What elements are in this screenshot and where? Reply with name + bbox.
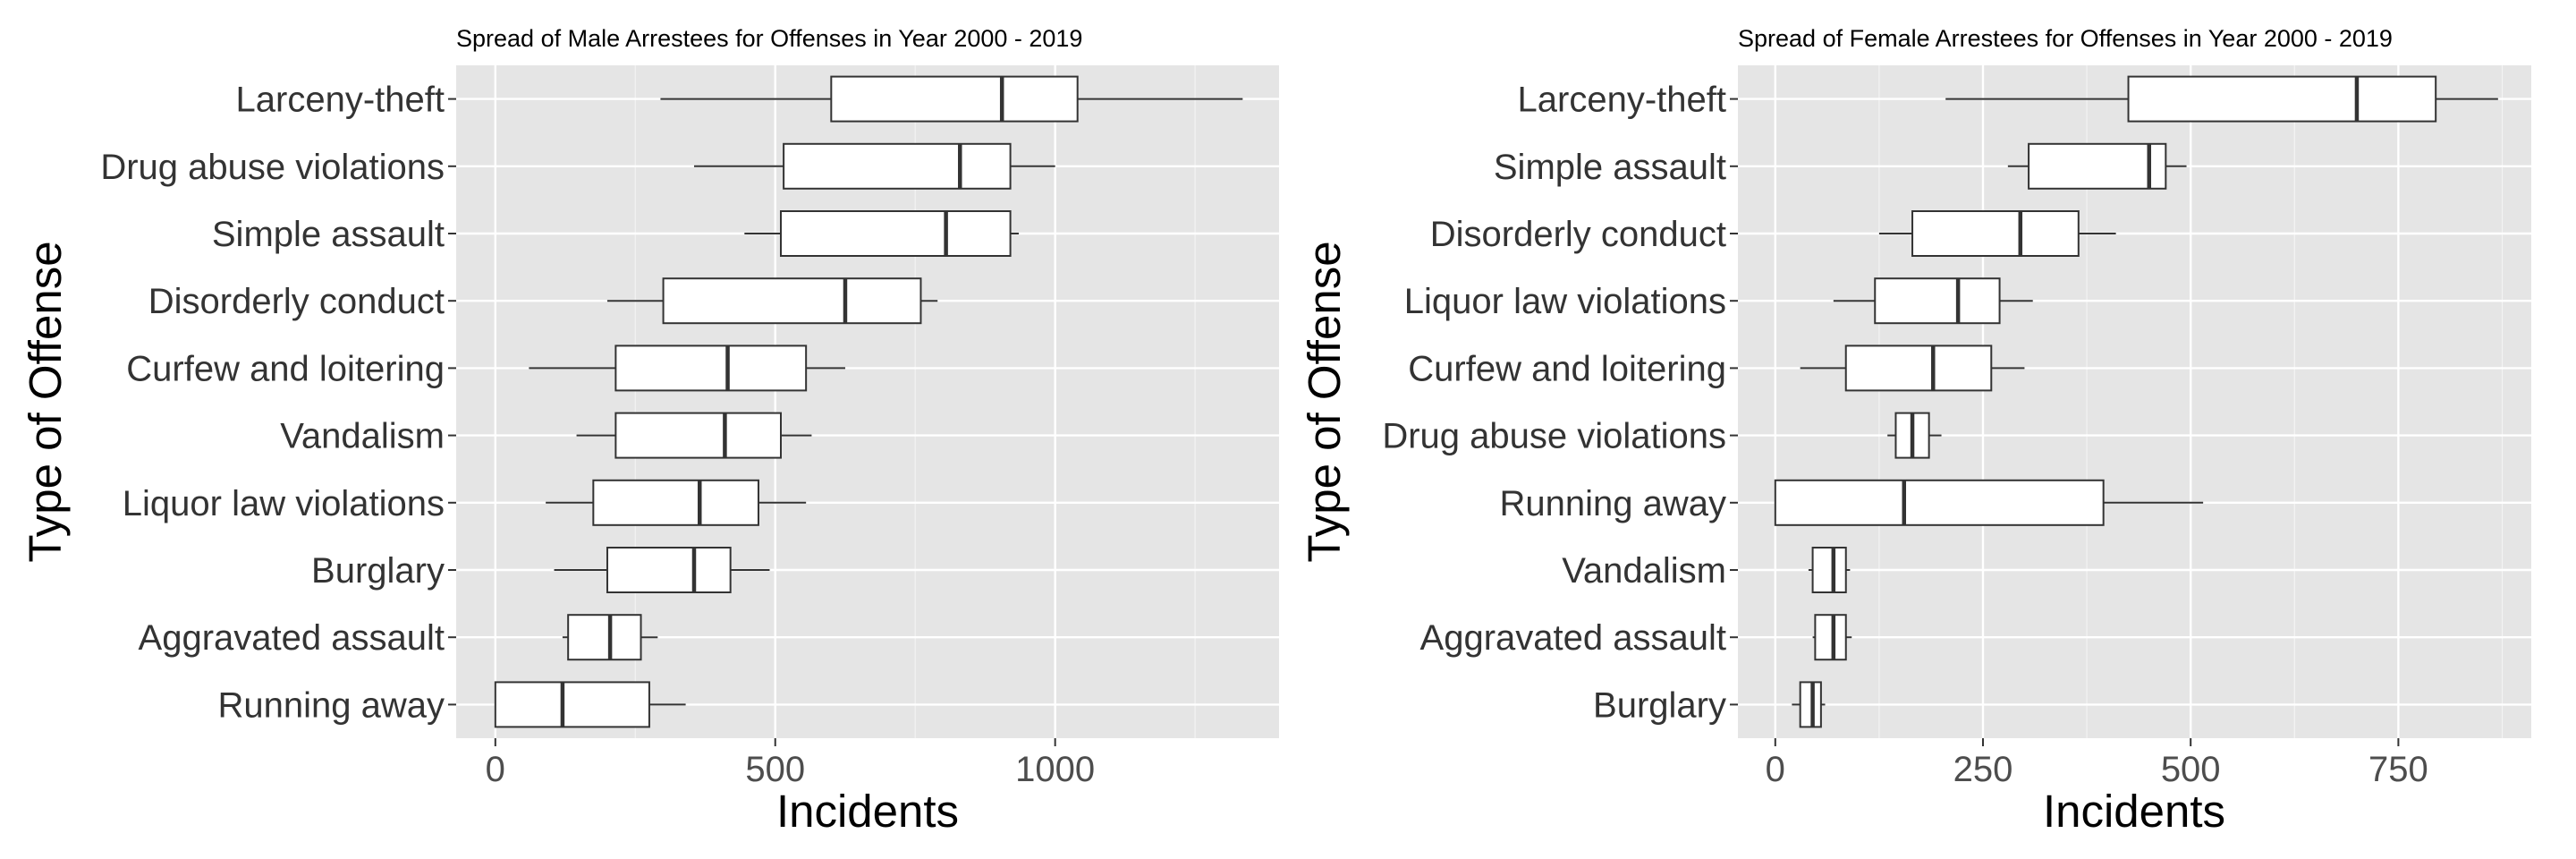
category-label: Disorderly conduct bbox=[1430, 215, 1726, 254]
box-plot bbox=[1792, 681, 1826, 728]
box-plot bbox=[693, 142, 1055, 190]
x-axis-title: Incidents bbox=[2043, 786, 2225, 837]
x-tick-label: 500 bbox=[2161, 750, 2221, 789]
box-plot bbox=[1808, 547, 1851, 593]
x-axis-ticks: 0 250 500 750 bbox=[1766, 738, 2428, 789]
box-iqr bbox=[1844, 344, 1993, 392]
box-plot bbox=[744, 210, 1019, 257]
box-iqr bbox=[1911, 210, 2080, 257]
box-plot bbox=[1800, 344, 2025, 392]
category-labels: Larceny-theft Drug abuse violations Simple… bbox=[100, 81, 456, 725]
x-axis-ticks: 0 500 1000 bbox=[486, 738, 1095, 789]
box-iqr bbox=[567, 614, 642, 661]
box-plot bbox=[1812, 614, 1852, 661]
box-plot bbox=[494, 681, 686, 728]
box-plot bbox=[660, 75, 1243, 123]
box-iqr bbox=[1814, 614, 1847, 661]
box-plot bbox=[1878, 210, 2116, 257]
category-label: Vandalism bbox=[280, 417, 445, 456]
category-label: Vandalism bbox=[1562, 551, 1726, 591]
box-plots bbox=[1774, 75, 2498, 728]
female-arrestees-chart: Larceny-theft Simple assault Disorderly co… bbox=[1299, 25, 2531, 837]
box-iqr bbox=[779, 210, 1012, 257]
category-label: Aggravated assault bbox=[1420, 618, 1726, 658]
box-iqr bbox=[1774, 479, 2105, 526]
x-tick-label: 250 bbox=[1953, 750, 2013, 789]
category-label: Simple assault bbox=[212, 215, 445, 254]
box-iqr bbox=[1799, 681, 1822, 728]
category-label: Drug abuse violations bbox=[100, 148, 445, 187]
box-iqr bbox=[2127, 75, 2437, 123]
x-axis-title: Incidents bbox=[776, 786, 959, 837]
category-label: Running away bbox=[218, 685, 445, 725]
box-iqr bbox=[783, 142, 1012, 190]
box-iqr bbox=[614, 412, 782, 459]
box-iqr bbox=[494, 681, 650, 728]
box-iqr bbox=[2028, 142, 2167, 190]
category-label: Burglary bbox=[311, 551, 445, 591]
category-label: Drug abuse violations bbox=[1382, 417, 1726, 456]
box-iqr bbox=[830, 75, 1079, 123]
box-iqr bbox=[1811, 547, 1847, 593]
category-label: Curfew and loitering bbox=[1408, 349, 1726, 388]
box-plot bbox=[554, 547, 770, 593]
male-arrestees-chart: Larceny-theft Drug abuse violations Simple… bbox=[20, 25, 1279, 837]
box-iqr bbox=[606, 547, 732, 593]
x-tick-label: 0 bbox=[486, 750, 505, 789]
x-tick-label: 750 bbox=[2368, 750, 2428, 789]
category-label: Liquor law violations bbox=[1404, 282, 1726, 321]
category-label: Larceny-theft bbox=[236, 81, 445, 120]
y-axis-title: Type of Offense bbox=[1299, 241, 1350, 562]
box-plot bbox=[576, 412, 812, 459]
box-iqr bbox=[662, 277, 922, 325]
x-tick-label: 500 bbox=[745, 750, 805, 789]
box-plot bbox=[1774, 479, 2204, 526]
chart-title: Spread of Female Arrestees for Offenses … bbox=[1738, 25, 2393, 52]
box-plot bbox=[562, 614, 658, 661]
box-iqr bbox=[614, 344, 808, 392]
x-tick-label: 1000 bbox=[1015, 750, 1095, 789]
chart-title: Spread of Male Arrestees for Offenses in… bbox=[456, 25, 1082, 52]
box-iqr bbox=[1874, 277, 2001, 325]
box-plot bbox=[1945, 75, 2498, 123]
category-label: Larceny-theft bbox=[1518, 81, 1726, 120]
box-plot bbox=[1887, 412, 1942, 459]
box-plot bbox=[546, 479, 807, 526]
box-plots bbox=[494, 75, 1243, 728]
category-label: Running away bbox=[1500, 484, 1727, 523]
category-label: Disorderly conduct bbox=[148, 282, 445, 321]
category-labels: Larceny-theft Simple assault Disorderly co… bbox=[1382, 81, 1738, 725]
category-label: Aggravated assault bbox=[139, 618, 445, 658]
category-label: Liquor law violations bbox=[123, 484, 445, 523]
box-plot bbox=[2007, 142, 2187, 190]
y-axis-title: Type of Offense bbox=[20, 241, 71, 562]
box-plot bbox=[529, 344, 845, 392]
box-plot bbox=[606, 277, 938, 325]
category-label: Curfew and loitering bbox=[126, 349, 445, 388]
box-plot bbox=[1833, 277, 2033, 325]
box-iqr bbox=[592, 479, 759, 526]
category-label: Simple assault bbox=[1494, 148, 1726, 187]
x-tick-label: 0 bbox=[1766, 750, 1785, 789]
category-label: Burglary bbox=[1593, 685, 1726, 725]
